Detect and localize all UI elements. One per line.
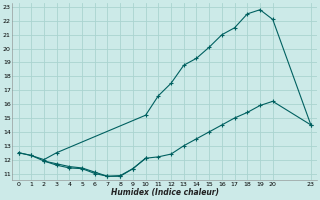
- X-axis label: Humidex (Indice chaleur): Humidex (Indice chaleur): [111, 188, 219, 197]
